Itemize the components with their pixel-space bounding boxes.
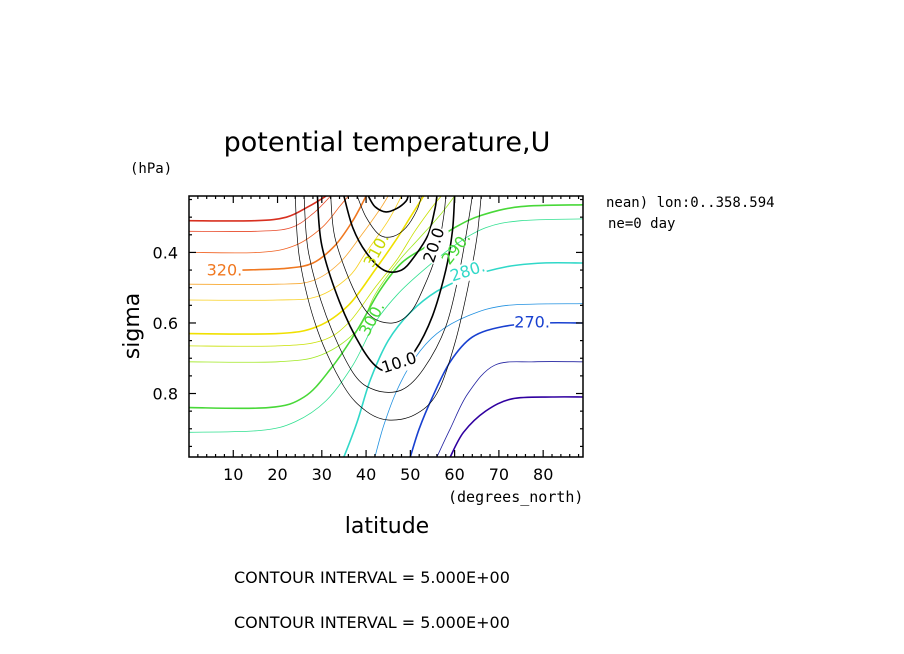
x-tick-label-70: 70 — [489, 465, 509, 484]
u-label-background-20 — [420, 225, 449, 266]
x-tick-label-60: 60 — [444, 465, 464, 484]
theta-contour-285 — [189, 218, 583, 433]
x-tick-label-30: 30 — [312, 465, 332, 484]
x-tick-label-50: 50 — [400, 465, 420, 484]
u-contour-30 — [367, 196, 409, 213]
x-tick-label-40: 40 — [356, 465, 376, 484]
u-contour-20 — [343, 196, 438, 273]
contour-interval-line-2: CONTOUR INTERVAL = 5.000E+00 — [234, 613, 510, 632]
theta-contour-260 — [449, 396, 583, 457]
y-unit-label: (hPa) — [130, 161, 172, 177]
u-contour-25 — [356, 196, 422, 238]
x-tick-label-10: 10 — [223, 465, 243, 484]
x-tick-label-80: 80 — [533, 465, 553, 484]
theta-contour-275 — [374, 303, 583, 457]
y-axis-label: sigma — [120, 293, 145, 359]
tick-layer: 10 20 30 40 50 60 70 80 0.4 0.6 0.8 — [153, 196, 583, 484]
theta-annotation-label-0: 310. — [359, 230, 393, 270]
theta-contour-label-320: 320. — [207, 260, 243, 279]
theta-contour-270 — [409, 321, 583, 457]
theta-contour-305 — [189, 196, 425, 335]
theta-contour-335 — [189, 196, 327, 222]
x-axis-label: latitude — [345, 514, 429, 539]
u-contour-5 — [303, 196, 473, 393]
x-tick-label-20: 20 — [267, 465, 287, 484]
theta-contour-325 — [189, 196, 349, 254]
info-line-1: nean) lon:0..358.594 — [606, 195, 775, 211]
theta-contour-300 — [189, 196, 442, 347]
theta-contour-330 — [189, 196, 331, 232]
contour-interval-line-1: CONTOUR INTERVAL = 5.000E+00 — [234, 568, 510, 587]
theta-label-background-280 — [447, 257, 488, 286]
plot-frame — [188, 195, 584, 458]
chart-title: potential temperature,U — [224, 127, 551, 158]
y-tick-label-0.6: 0.6 — [153, 314, 178, 333]
u-label-background-10 — [379, 349, 420, 378]
theta-label-background-270 — [514, 314, 551, 332]
theta-annotation-label-1: 300. — [355, 299, 389, 339]
y-tick-label-0.4: 0.4 — [153, 243, 178, 262]
u-contour-0 — [294, 196, 482, 421]
theta-contour-295 — [189, 196, 455, 363]
theta-contour-280 — [343, 261, 583, 457]
y-tick-label-0.8: 0.8 — [153, 385, 178, 404]
theta-contour-290 — [189, 204, 583, 410]
x-unit-label: (degrees_north) — [448, 488, 583, 506]
info-line-2: ne=0 day — [608, 216, 675, 232]
theta-label-background-320 — [206, 261, 243, 280]
theta-contour-265 — [436, 361, 583, 457]
theta-contour-label-270: 270. — [514, 313, 550, 332]
